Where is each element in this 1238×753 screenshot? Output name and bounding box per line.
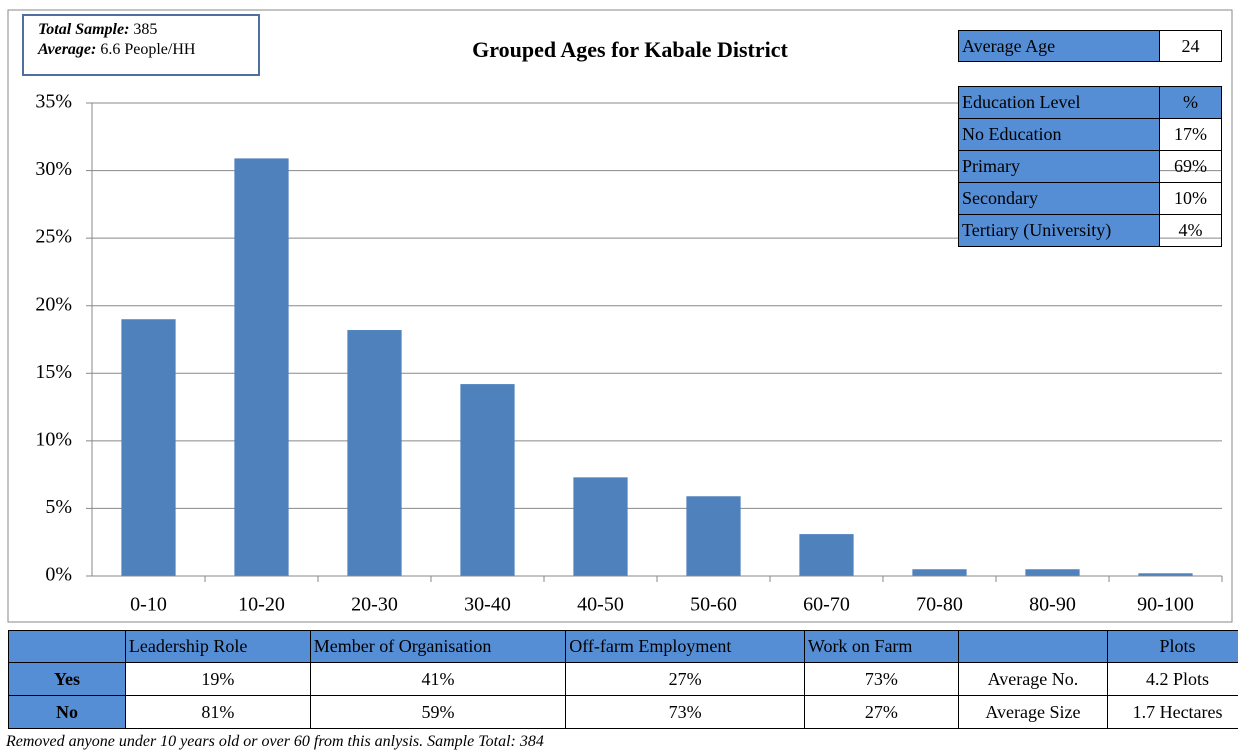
cell: No — [8, 695, 126, 729]
cell: Plots — [1107, 630, 1238, 663]
footnote: Removed anyone under 10 years old or ove… — [6, 733, 544, 750]
row: Yes 19% 41% 27% 73% Average No. 4.2 Plots — [8, 662, 1238, 696]
row: Education Level% — [958, 86, 1222, 119]
cell: 27% — [803, 695, 959, 729]
cell: Average Size — [957, 695, 1109, 729]
label: Total Sample: — [38, 21, 130, 38]
cell: Tertiary (University) — [958, 214, 1160, 247]
cell: 4.2 Plots — [1107, 662, 1238, 696]
cell: Primary — [958, 150, 1160, 183]
row: Secondary 10% — [958, 182, 1222, 215]
row: Tertiary (University) 4% — [958, 214, 1222, 247]
cell: % — [1159, 86, 1222, 119]
chart-title: Grouped Ages for Kabale District — [472, 37, 788, 62]
row: Leadership Role Member of Organisation Off… — [8, 630, 1238, 663]
x-tick-label: 70-80 — [916, 594, 963, 616]
x-tick-label: 10-20 — [238, 594, 285, 616]
bar — [1138, 573, 1193, 576]
cell: 73% — [803, 662, 959, 696]
cell: 10% — [1159, 182, 1222, 215]
x-tick-label: 0-10 — [130, 594, 167, 616]
row: No 81% 59% 73% 27% Average Size 1.7 Hectares — [8, 695, 1238, 729]
cell: 1.7 Hectares — [1107, 695, 1238, 729]
bar — [347, 330, 402, 576]
cell: Yes — [8, 662, 126, 696]
cell: 41% — [309, 662, 567, 696]
bar — [234, 158, 289, 576]
y-tick-label: 35% — [35, 91, 72, 113]
cell: Work on Farm — [803, 630, 959, 663]
cell: 73% — [565, 695, 805, 729]
x-tick-label: 90-100 — [1137, 594, 1194, 616]
y-tick-label: 30% — [35, 158, 72, 180]
row: No Education 17% — [958, 118, 1222, 151]
y-tick-label: 0% — [45, 564, 72, 586]
bar — [799, 534, 854, 576]
y-tick-label: 25% — [35, 226, 72, 248]
label: Average: — [38, 41, 97, 58]
bar — [686, 496, 741, 576]
x-tick-label: 30-40 — [464, 594, 511, 616]
cell: Leadership Role — [124, 630, 311, 663]
cell: Average No. — [957, 662, 1109, 696]
bottom-table: Leadership Role Member of Organisation Off… — [8, 630, 1238, 729]
info-box: Total Sample: 385 Average: 6.6 People/HH — [22, 14, 260, 76]
cell: Secondary — [958, 182, 1160, 215]
bar — [1025, 569, 1080, 576]
y-tick-label: 20% — [35, 293, 72, 315]
cell: 17% — [1159, 118, 1222, 151]
cell: Member of Organisation — [309, 630, 567, 663]
cell: No Education — [958, 118, 1160, 151]
bar — [573, 477, 628, 576]
cell: 27% — [565, 662, 805, 696]
row: Primary 69% — [958, 150, 1222, 183]
x-tick-label: 60-70 — [803, 594, 850, 616]
bar — [912, 569, 967, 576]
education-table: Education Level% No Education 17% Primary 69… — [958, 86, 1222, 247]
bar — [121, 319, 176, 576]
cell: 59% — [309, 695, 567, 729]
cell: Education Level — [958, 86, 1160, 119]
value: 385 — [133, 21, 158, 38]
y-tick-label: 10% — [35, 428, 72, 450]
cell — [957, 630, 1109, 663]
bar — [460, 384, 515, 576]
cell: Off-farm Employment — [565, 630, 805, 663]
chart: Grouped Ages for Kabale District 0% 5% 10%… — [7, 9, 1233, 623]
cell: 69% — [1159, 150, 1222, 183]
x-tick-label: 80-90 — [1029, 594, 1076, 616]
cell: 81% — [124, 695, 311, 729]
y-tick-label: 15% — [35, 361, 72, 383]
x-tick-label: 20-30 — [351, 594, 398, 616]
average-age-table: Average Age 24 — [958, 30, 1222, 62]
cell — [8, 630, 126, 663]
chart-border — [7, 9, 1233, 623]
y-tick-label: 5% — [45, 496, 72, 518]
cell: Average Age — [958, 30, 1160, 62]
cell: 19% — [124, 662, 311, 696]
x-tick-label: 50-60 — [690, 594, 737, 616]
x-tick-label: 40-50 — [577, 594, 624, 616]
value: 6.6 People/HH — [100, 41, 196, 58]
cell: 4% — [1159, 214, 1222, 247]
cell: 24 — [1159, 30, 1222, 62]
